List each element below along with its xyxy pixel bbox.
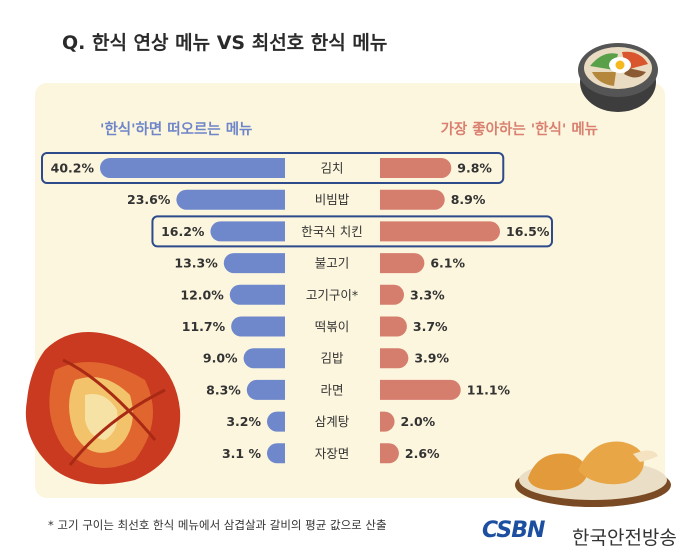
right-series-label: 가장 좋아하는 '한식' 메뉴 — [440, 122, 598, 138]
right-value-label: 2.0% — [401, 414, 436, 429]
category-label: 비빔밥 — [315, 192, 350, 207]
category-label: 한국식 치킨 — [301, 224, 362, 239]
right-bar — [380, 221, 500, 242]
broadcaster-logo-mark: CSBN — [482, 518, 545, 543]
right-value-label: 3.3% — [410, 287, 445, 302]
category-label: 떡볶이 — [315, 319, 350, 334]
category-label: 삼계탕 — [315, 414, 350, 429]
left-value-label: 13.3% — [174, 256, 218, 271]
right-bar — [380, 411, 395, 432]
left-value-label: 16.2% — [161, 224, 205, 239]
category-label: 김밥 — [320, 351, 344, 366]
highlight-frame — [151, 215, 553, 248]
fried-chicken-icon — [515, 441, 671, 507]
right-bar — [380, 379, 461, 400]
left-series-label: '한식'하면 떠오르는 메뉴 — [100, 122, 253, 138]
right-bar — [380, 253, 425, 274]
footnote: * 고기 구이는 최선호 한식 메뉴에서 삼겹살과 갈비의 평균 값으로 산출 — [48, 518, 387, 532]
left-value-label: 40.2% — [51, 161, 95, 176]
left-bar — [100, 158, 285, 178]
left-value-label: 23.6% — [127, 192, 171, 207]
left-value-label: 8.3% — [206, 382, 241, 397]
left-bar — [267, 411, 285, 432]
left-bar — [246, 379, 285, 400]
left-bar — [243, 348, 285, 369]
right-value-label: 9.8% — [457, 161, 492, 176]
chart-title: Q. 한식 연상 메뉴 VS 최선호 한식 메뉴 — [62, 32, 388, 54]
right-value-label: 3.7% — [413, 319, 448, 334]
right-bar — [380, 348, 409, 369]
category-label: 고기구이* — [306, 287, 358, 302]
left-bar — [267, 443, 285, 464]
right-bar — [380, 443, 399, 464]
category-label: 자장면 — [315, 446, 350, 461]
highlight-frame — [41, 152, 505, 184]
left-bar — [229, 284, 285, 305]
category-label: 김치 — [320, 161, 343, 176]
right-bar — [380, 158, 452, 179]
bibimbap-bowl-icon — [578, 43, 658, 112]
left-value-label: 11.7% — [182, 319, 226, 334]
right-bar — [380, 316, 407, 337]
category-label: 라면 — [320, 382, 343, 397]
left-value-label: 3.1 % — [222, 446, 261, 461]
category-label: 불고기 — [315, 256, 350, 271]
right-value-label: 16.5% — [506, 224, 550, 239]
left-value-label: 9.0% — [203, 351, 238, 366]
right-value-label: 2.6% — [405, 446, 440, 461]
left-bar — [210, 221, 285, 242]
right-value-label: 6.1% — [430, 256, 465, 271]
left-value-label: 12.0% — [180, 287, 224, 302]
broadcaster-name: 한국안전방송 — [572, 527, 677, 549]
kimchi-cabbage-icon — [25, 332, 181, 485]
right-value-label: 8.9% — [451, 192, 486, 207]
right-bar — [380, 284, 404, 305]
left-bar — [176, 189, 285, 210]
right-value-label: 3.9% — [414, 351, 449, 366]
right-bar — [380, 189, 445, 210]
left-value-label: 3.2% — [226, 414, 261, 429]
left-bar — [223, 253, 285, 274]
left-bar — [231, 316, 285, 337]
right-value-label: 11.1% — [467, 382, 511, 397]
